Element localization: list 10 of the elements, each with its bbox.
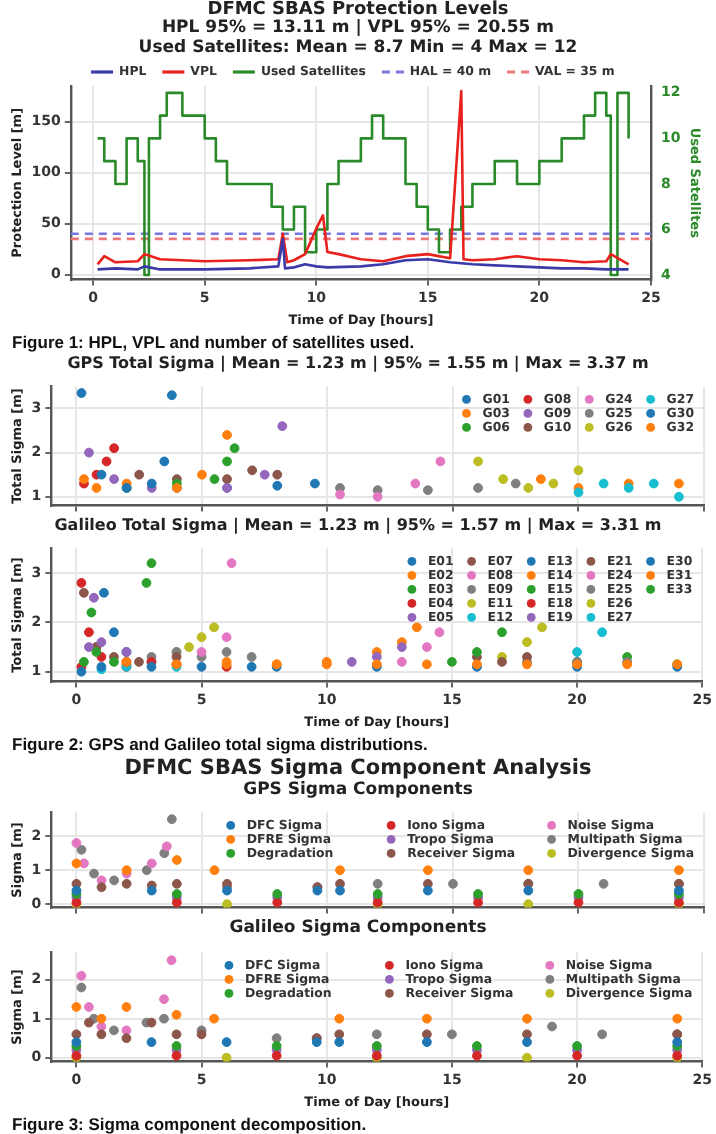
chart-title: DFMC SBAS Protection Levels — [207, 0, 509, 20]
chart-title: DFMC SBAS Sigma Component Analysis — [122, 756, 594, 781]
chart-subtitle: HPL 95% = 13.11 m | VPL 95% = 20.55 m Used Satellites: Mean = 8.7 Min = 4 Max = 12 — [136, 18, 580, 59]
chart-subtitle: GPS Sigma Components — [241, 779, 475, 801]
caption: Figure 1: HPL, VPL and number of satellites used. — [10, 330, 417, 355]
caption: Figure 3: Sigma component decomposition. — [10, 1111, 369, 1134]
chart-title: Galileo Total Sigma | Mean = 1.23 m | 95% = 1.57 m | Max = 3.31 m — [52, 516, 664, 537]
caption: Figure 2: GPS and Galileo total sigma distributions. — [10, 732, 430, 758]
chart-title: Galileo Sigma Components — [227, 918, 489, 940]
chart-title: GPS Total Sigma | Mean = 1.23 m | 95% = 1.55 m | Max = 3.37 m — [65, 354, 651, 375]
